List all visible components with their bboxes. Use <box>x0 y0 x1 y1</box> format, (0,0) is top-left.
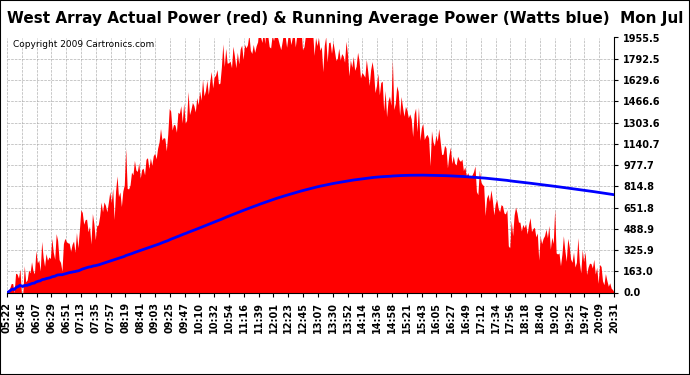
Text: West Array Actual Power (red) & Running Average Power (Watts blue)  Mon Jul 6 20: West Array Actual Power (red) & Running … <box>7 11 690 26</box>
Text: Copyright 2009 Cartronics.com: Copyright 2009 Cartronics.com <box>13 40 155 49</box>
